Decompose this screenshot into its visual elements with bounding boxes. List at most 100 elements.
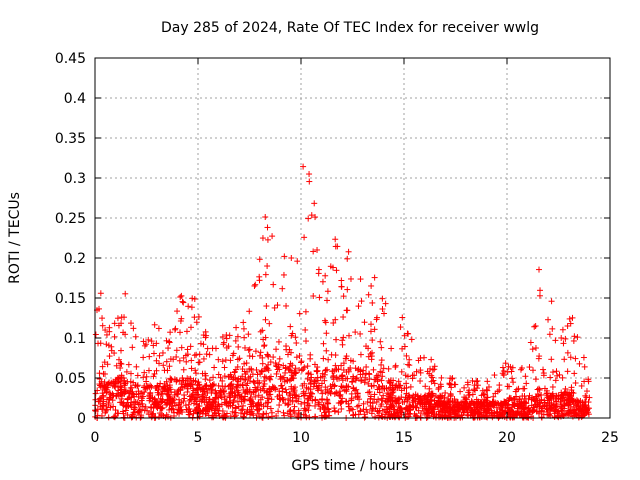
roti-point (304, 402, 311, 409)
roti-point (418, 399, 425, 406)
roti-point (225, 343, 232, 350)
roti-point (250, 388, 257, 395)
roti-point (161, 386, 168, 393)
roti-point (172, 325, 179, 332)
roti-point (196, 402, 203, 409)
roti-point (294, 258, 301, 265)
roti-point (221, 364, 228, 371)
roti-point (451, 396, 458, 403)
roti-point (321, 413, 328, 420)
roti-point (424, 398, 431, 405)
roti-point (285, 401, 292, 408)
roti-point (229, 352, 236, 359)
roti-point (378, 357, 385, 364)
roti-point (473, 378, 480, 385)
roti-point (308, 212, 315, 219)
roti-point (431, 403, 438, 410)
roti-point (406, 362, 413, 369)
roti-point (323, 330, 330, 337)
axis-ticks (94, 57, 611, 419)
roti-point (232, 412, 239, 419)
roti-point (332, 352, 339, 359)
roti-point (203, 410, 210, 417)
roti-point (267, 373, 274, 380)
roti-point (300, 163, 307, 170)
roti-point (323, 347, 330, 354)
roti-point (371, 274, 378, 281)
roti-point (187, 408, 194, 415)
roti-point (176, 377, 183, 384)
roti-point (274, 393, 281, 400)
roti-point (197, 340, 204, 347)
roti-point (341, 387, 348, 394)
roti-point (203, 405, 210, 412)
roti-point (583, 388, 590, 395)
roti-point (170, 356, 177, 363)
roti-point (190, 387, 197, 394)
roti-point (398, 387, 405, 394)
roti-point (239, 373, 246, 380)
roti-point (434, 401, 441, 408)
roti-point (385, 410, 392, 417)
roti-point (373, 316, 380, 323)
roti-point (316, 294, 323, 301)
roti-points (92, 163, 593, 421)
roti-point (402, 372, 409, 379)
roti-point (314, 246, 321, 253)
roti-point (188, 381, 195, 388)
roti-point (318, 387, 325, 394)
roti-point (280, 362, 287, 369)
roti-point (339, 372, 346, 379)
roti-point (105, 400, 112, 407)
roti-point (111, 320, 118, 327)
roti-point (240, 386, 247, 393)
roti-point (117, 360, 124, 367)
roti-point (181, 392, 188, 399)
roti-point (264, 236, 271, 243)
roti-point (132, 333, 139, 340)
roti-point (340, 367, 347, 373)
roti-point (517, 366, 524, 373)
roti-point (513, 386, 520, 393)
roti-point (229, 376, 236, 383)
roti-point (334, 243, 341, 250)
roti-point (534, 391, 541, 398)
roti-point (310, 248, 317, 255)
roti-point (519, 414, 526, 421)
roti-point (256, 352, 263, 359)
roti-point (426, 390, 433, 397)
y-tick-label: 0.3 (64, 171, 86, 187)
roti-point (344, 255, 351, 262)
roti-point (370, 366, 377, 373)
roti-point (507, 363, 514, 370)
roti-point (574, 334, 581, 341)
roti-point (494, 388, 501, 395)
roti-point (511, 414, 518, 421)
roti-point (254, 407, 261, 414)
roti-point (333, 267, 340, 274)
roti-point (322, 272, 329, 279)
roti-point (439, 407, 446, 414)
roti-point (241, 410, 248, 417)
roti-point (144, 385, 151, 392)
roti-point (524, 411, 531, 418)
roti-point (478, 392, 485, 399)
roti-point (180, 354, 187, 361)
roti-point (547, 374, 554, 381)
roti-point (128, 384, 135, 391)
roti-point (254, 384, 261, 391)
roti-point (475, 399, 482, 406)
roti-point (395, 378, 402, 385)
roti-point (342, 398, 349, 405)
roti-point (504, 368, 511, 375)
roti-point (315, 399, 322, 406)
roti-point (271, 384, 278, 391)
roti-point (283, 389, 290, 396)
roti-point (225, 373, 232, 380)
roti-point (92, 390, 99, 397)
roti-point (427, 365, 434, 372)
roti-point (458, 412, 465, 419)
roti-point (267, 358, 274, 365)
roti-point (130, 325, 137, 332)
roti-point (191, 352, 198, 359)
